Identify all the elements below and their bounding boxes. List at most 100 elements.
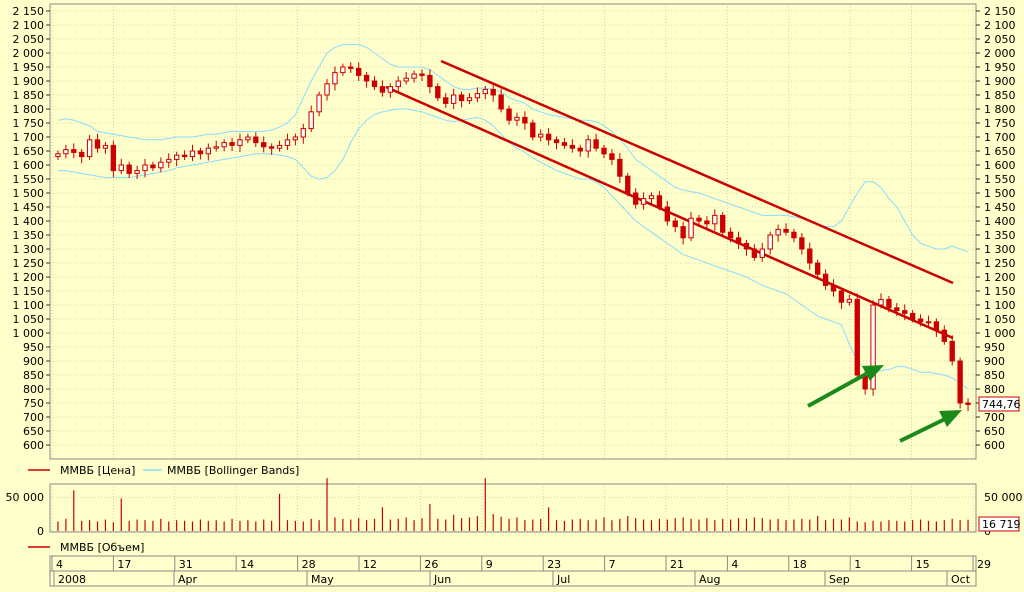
candle-body-down: [830, 284, 837, 292]
price-ytick-right: 1 500: [984, 187, 1016, 200]
candle: [150, 161, 156, 172]
month-tick-label: 2008: [58, 573, 86, 586]
price-ytick-left: 1 750: [13, 117, 45, 130]
month-ticks: 2008 Apr May Jun Jul Aug Sep Oct: [53, 571, 971, 586]
price-ytick-right: 600: [984, 439, 1005, 452]
candle-body-down: [743, 242, 750, 250]
candle: [79, 149, 85, 164]
candle: [403, 72, 409, 85]
price-ytick-left: 600: [23, 439, 44, 452]
candle-body-up: [134, 170, 140, 174]
day-tick-label: 29: [977, 558, 991, 571]
day-tick-label: 7: [609, 558, 616, 571]
candle: [356, 62, 362, 81]
candle-body-up: [395, 80, 401, 88]
candle: [902, 304, 908, 321]
price-ytick-left: 1 000: [13, 327, 45, 340]
candle-body-down: [672, 220, 678, 228]
candle: [648, 192, 655, 206]
candle-body-down: [435, 86, 441, 99]
candle: [221, 139, 227, 152]
candle-body-down: [894, 307, 900, 312]
candle-body-up: [474, 93, 481, 99]
candle-body-down: [791, 231, 797, 239]
candle-body-down: [696, 217, 702, 222]
month-tick-label: Sep: [829, 573, 850, 586]
price-ytick-right: 1 150: [984, 285, 1016, 298]
candle-body-up: [102, 144, 109, 149]
candle: [118, 158, 124, 174]
candle-body-up: [173, 154, 180, 160]
candle-body-down: [427, 74, 433, 88]
candle: [134, 165, 140, 179]
candle: [142, 158, 148, 178]
candle-body-down: [94, 139, 101, 149]
candle-body-down: [561, 142, 568, 146]
candle: [815, 259, 821, 278]
candle: [569, 139, 576, 153]
price-ytick-right: 1 700: [984, 131, 1016, 144]
annotation-arrows: [807, 365, 962, 443]
candle: [158, 157, 164, 173]
candle: [759, 242, 765, 262]
price-ytick-right: 650: [984, 425, 1005, 438]
price-ytick-right: 1 400: [984, 215, 1016, 228]
volume-plot-area: [49, 483, 977, 533]
candle: [300, 123, 306, 144]
candle-body-down: [371, 80, 378, 88]
candle-body-down: [838, 290, 845, 303]
day-tick-label: 4: [56, 558, 63, 571]
candle: [86, 135, 93, 160]
candle: [443, 93, 449, 108]
candle-body-down: [348, 66, 354, 69]
candle: [878, 293, 884, 309]
candle: [735, 231, 742, 249]
candle-body-down: [126, 164, 132, 174]
candle: [917, 314, 924, 327]
candle: [632, 188, 639, 209]
candle-body-up: [308, 111, 314, 130]
candle-body-up: [292, 136, 299, 141]
candle: [522, 111, 528, 130]
candle: [743, 240, 750, 256]
candle: [189, 144, 196, 162]
price-ytick-right: 1 850: [984, 89, 1016, 102]
candle-body-down: [854, 298, 860, 376]
candle: [371, 76, 378, 90]
price-ytick-right: 900: [984, 355, 1005, 368]
price-ytick-left: 2 050: [13, 33, 45, 46]
candle: [585, 135, 591, 158]
candle-body-down: [363, 74, 370, 82]
candle: [656, 191, 663, 211]
candle-body-down: [110, 144, 117, 172]
candle: [229, 137, 235, 151]
candle: [324, 79, 330, 101]
candle-body-down: [545, 133, 552, 141]
last-price-label: 744,76: [982, 398, 1021, 411]
candle-body-up: [86, 139, 93, 158]
candle: [672, 217, 678, 233]
candle: [664, 200, 670, 226]
candle-body-down: [965, 402, 971, 405]
candle-body-down: [569, 144, 576, 149]
price-ytick-left: 750: [23, 397, 44, 410]
day-ticks: 4 17 31 14 28 12 26 9 23 7 21 4 18 1 15 29: [51, 556, 991, 571]
candle: [55, 150, 61, 160]
day-tick-label: 23: [547, 558, 561, 571]
candle-body-up: [846, 298, 853, 303]
candle: [332, 66, 338, 91]
price-ytick-right: 2 000: [984, 47, 1016, 60]
price-ytick-right: 1 800: [984, 103, 1016, 116]
price-ytick-left: 2 150: [13, 5, 45, 18]
day-tick-label: 14: [240, 558, 254, 571]
candle-body-up: [158, 161, 164, 169]
candle-body-down: [150, 164, 156, 169]
candle: [166, 153, 172, 168]
candle-body-up: [213, 146, 219, 149]
candle: [284, 133, 291, 150]
day-tick-label: 4: [731, 558, 738, 571]
price-legend-label: ММВБ [Цена]: [60, 464, 135, 477]
price-ytick-left: 1 450: [13, 201, 45, 214]
candle: [292, 133, 299, 146]
candle-body-up: [482, 88, 488, 95]
